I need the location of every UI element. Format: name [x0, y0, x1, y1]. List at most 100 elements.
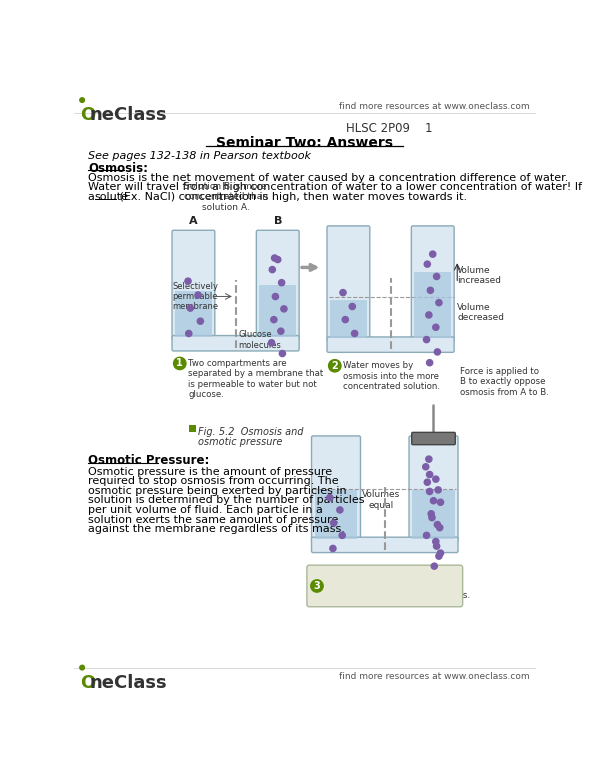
FancyBboxPatch shape: [327, 337, 454, 353]
FancyBboxPatch shape: [312, 537, 458, 553]
Text: solute: solute: [95, 192, 129, 202]
Text: neClass: neClass: [90, 106, 168, 124]
Circle shape: [430, 497, 437, 504]
FancyBboxPatch shape: [172, 230, 215, 340]
Circle shape: [437, 550, 444, 556]
FancyBboxPatch shape: [172, 336, 299, 351]
Circle shape: [269, 266, 275, 273]
Bar: [259, 285, 296, 337]
Bar: [189, 425, 196, 432]
Text: Glucose
molecules: Glucose molecules: [238, 330, 281, 350]
Circle shape: [424, 479, 430, 485]
Circle shape: [434, 349, 440, 355]
Text: find more resources at www.oneclass.com: find more resources at www.oneclass.com: [340, 102, 530, 112]
Text: find more resources at www.oneclass.com: find more resources at www.oneclass.com: [340, 672, 530, 681]
Text: per unit volume of fluid. Each particle in a: per unit volume of fluid. Each particle …: [88, 505, 323, 515]
Circle shape: [278, 280, 285, 286]
Circle shape: [424, 261, 430, 267]
FancyBboxPatch shape: [412, 432, 455, 444]
Text: Solution B is more
concentrated than
solution A.: Solution B is more concentrated than sol…: [184, 182, 268, 212]
Circle shape: [426, 456, 432, 462]
Circle shape: [342, 316, 349, 323]
Circle shape: [427, 471, 433, 477]
Text: Volumes
equal: Volumes equal: [362, 490, 400, 510]
Circle shape: [434, 521, 440, 527]
Circle shape: [174, 357, 186, 370]
Bar: [175, 291, 212, 337]
Circle shape: [331, 520, 337, 526]
Circle shape: [337, 507, 343, 513]
Text: Volume
decreased: Volume decreased: [457, 303, 504, 323]
Circle shape: [436, 553, 442, 559]
Bar: [330, 300, 367, 339]
Circle shape: [428, 511, 434, 517]
Bar: [415, 272, 451, 339]
Circle shape: [311, 580, 323, 592]
Text: A: A: [189, 216, 198, 226]
Circle shape: [80, 98, 84, 102]
Text: See pages 132-138 in Pearson textbook: See pages 132-138 in Pearson textbook: [88, 151, 311, 161]
FancyBboxPatch shape: [307, 565, 463, 607]
Circle shape: [430, 251, 436, 257]
Text: Water moves by
osmosis into the more
concentrated solution.: Water moves by osmosis into the more con…: [343, 361, 440, 391]
Text: osmotic pressure: osmotic pressure: [198, 437, 283, 447]
Text: Osmotic pressure is the amount of pressure: Osmotic pressure is the amount of pressu…: [88, 467, 333, 477]
Circle shape: [426, 312, 432, 318]
Circle shape: [429, 514, 435, 521]
Circle shape: [275, 256, 281, 263]
Text: solution is determined by the number of particles: solution is determined by the number of …: [88, 496, 365, 505]
Circle shape: [437, 524, 443, 531]
FancyBboxPatch shape: [411, 226, 454, 342]
Circle shape: [185, 278, 191, 284]
Circle shape: [271, 316, 277, 323]
Text: O: O: [80, 106, 96, 124]
Circle shape: [195, 292, 201, 298]
Circle shape: [437, 499, 444, 505]
Text: is: is: [385, 572, 395, 581]
Circle shape: [278, 328, 284, 334]
Text: (Ex. NaCl) concentration is high, then water moves towards it.: (Ex. NaCl) concentration is high, then w…: [116, 192, 467, 202]
Circle shape: [273, 293, 278, 300]
Text: applied to B to oppose osmosis.: applied to B to oppose osmosis.: [326, 591, 471, 600]
Circle shape: [431, 563, 437, 569]
FancyBboxPatch shape: [256, 230, 299, 340]
Text: B: B: [274, 216, 282, 226]
Text: Water will travel from a high concentration of water to a lower concentration of: Water will travel from a high concentrat…: [88, 182, 583, 192]
Text: Fig. 5.2  Osmosis and: Fig. 5.2 Osmosis and: [198, 427, 304, 437]
Circle shape: [186, 330, 192, 336]
Text: Selectively
permeable
membrane: Selectively permeable membrane: [172, 282, 218, 311]
Circle shape: [340, 290, 346, 296]
Bar: [412, 490, 455, 539]
Text: against the membrane regardless of its mass.: against the membrane regardless of its m…: [88, 524, 345, 534]
Circle shape: [330, 545, 336, 551]
Text: osmotic pressure being exerted by particles in: osmotic pressure being exerted by partic…: [88, 486, 347, 496]
Text: Force is applied to
B to exactly oppose
osmosis from A to B.: Force is applied to B to exactly oppose …: [459, 367, 549, 397]
Bar: [315, 490, 358, 539]
Circle shape: [424, 532, 430, 538]
Circle shape: [279, 350, 286, 357]
Circle shape: [187, 305, 193, 311]
Circle shape: [268, 340, 275, 346]
FancyBboxPatch shape: [312, 436, 361, 542]
Circle shape: [328, 360, 341, 372]
Circle shape: [80, 665, 84, 670]
Circle shape: [422, 464, 429, 470]
Circle shape: [436, 300, 442, 306]
Text: HLSC 2P09    1: HLSC 2P09 1: [346, 122, 432, 135]
Circle shape: [424, 336, 430, 343]
Text: a: a: [88, 192, 99, 202]
Circle shape: [427, 360, 433, 366]
Text: 1: 1: [176, 359, 183, 368]
Text: 3: 3: [314, 581, 320, 591]
Circle shape: [435, 487, 441, 493]
Text: required to stop osmosis from occurring. The: required to stop osmosis from occurring.…: [88, 476, 339, 486]
Text: Osmotic pressure: Osmotic pressure: [326, 572, 416, 581]
Text: Two compartments are
separated by a membrane that
is permeable to water but not
: Two compartments are separated by a memb…: [188, 359, 324, 399]
Circle shape: [434, 273, 440, 280]
Text: the pressure that must be: the pressure that must be: [326, 581, 444, 591]
Text: Osmotic Pressure:: Osmotic Pressure:: [88, 454, 209, 467]
Circle shape: [427, 488, 433, 494]
Circle shape: [433, 324, 439, 330]
Text: Seminar Two: Answers: Seminar Two: Answers: [216, 136, 393, 149]
Circle shape: [281, 306, 287, 312]
